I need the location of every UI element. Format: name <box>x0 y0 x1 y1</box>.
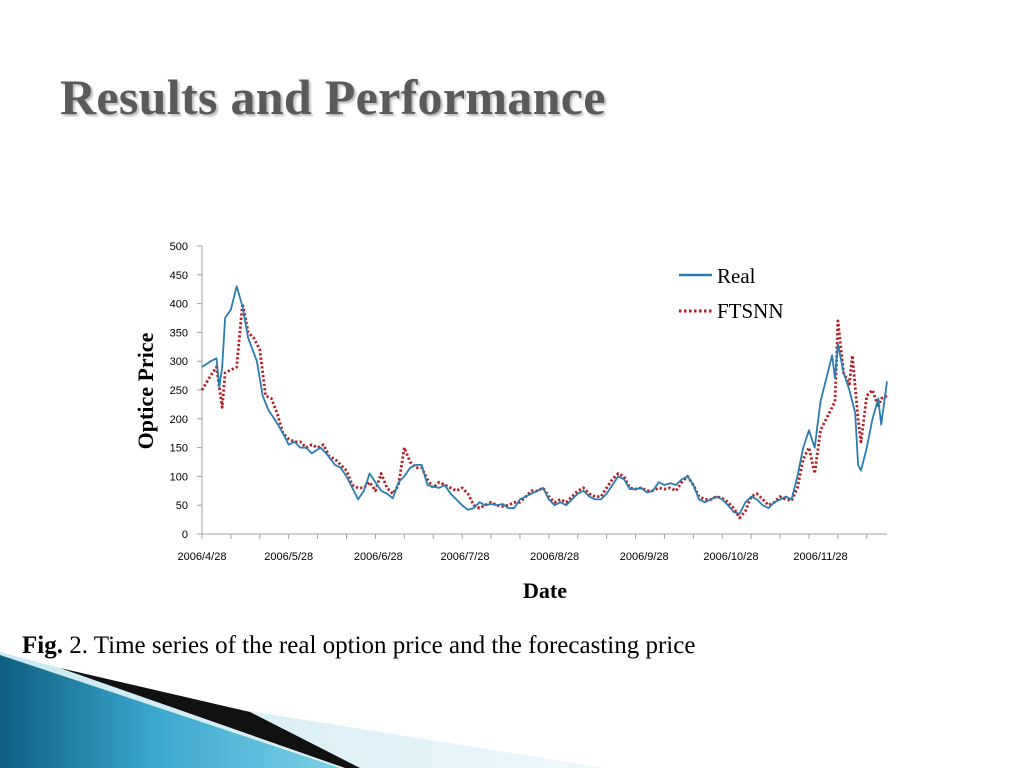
y-axis-label: Optice Price <box>133 332 158 449</box>
legend-label-ftsnn: FTSNN <box>717 299 784 323</box>
y-tick-label: 350 <box>170 327 188 339</box>
series-group <box>200 285 888 520</box>
x-axis: 2006/4/28 2006/5/28 2006/6/28 2006/7/28 2006… <box>178 533 887 563</box>
y-tick-label: 500 <box>170 241 188 253</box>
y-tick-label: 0 <box>182 529 188 541</box>
x-tick-label: 2006/8/28 <box>530 551 579 563</box>
x-tick-label: 2006/10/28 <box>703 551 758 563</box>
x-tick-label: 2006/4/28 <box>178 551 227 563</box>
y-tick-label: 150 <box>170 443 188 455</box>
y-axis: 0 50 100 150 200 250 300 350 400 450 500 <box>170 241 203 541</box>
y-tick-label: 450 <box>170 270 188 282</box>
series-line-real <box>201 285 888 515</box>
y-tick-label: 300 <box>170 356 188 368</box>
y-tick-label: 50 <box>176 500 188 512</box>
y-tick-label: 400 <box>170 299 188 311</box>
x-axis-label: Date <box>523 578 567 603</box>
caption-fig-label: Fig. <box>22 632 63 659</box>
x-tick-label: 2006/11/28 <box>793 551 847 563</box>
x-tick-label: 2006/7/28 <box>441 551 490 563</box>
y-tick-label: 200 <box>170 414 188 426</box>
caption-fig-number: 2. <box>62 632 88 659</box>
x-tick-label: 2006/6/28 <box>354 551 403 563</box>
x-tick-label: 2006/9/28 <box>620 551 669 563</box>
legend: Real FTSNN <box>679 264 784 323</box>
slide-title: Results and Performance <box>60 69 606 125</box>
figure-caption: Fig. 2. Time series of the real option p… <box>22 632 695 660</box>
x-tick-label: 2006/5/28 <box>264 551 313 563</box>
y-tick-label: 100 <box>170 471 188 483</box>
series-line-ftsnn <box>200 302 888 520</box>
caption-text: Time series of the real option price and… <box>87 632 696 659</box>
legend-label-real: Real <box>717 264 756 288</box>
y-tick-label: 250 <box>170 385 188 397</box>
